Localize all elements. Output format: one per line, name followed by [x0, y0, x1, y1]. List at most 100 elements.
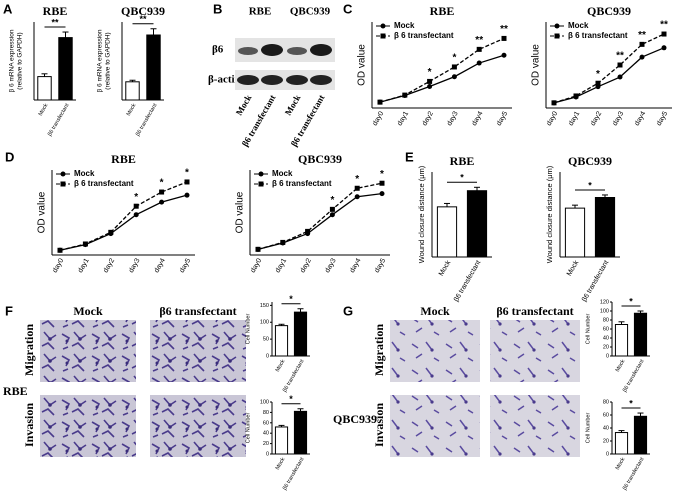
- chart-title: RBE: [430, 4, 455, 18]
- legend-marker: [554, 23, 560, 29]
- x-tick-label: day3: [128, 257, 142, 274]
- micrograph: [390, 395, 480, 457]
- x-tick-label: day0: [52, 257, 66, 274]
- y-tick-label: 50: [263, 337, 269, 343]
- y-tick-label: 0: [266, 451, 269, 457]
- significance: *: [629, 398, 633, 408]
- bar: [564, 207, 586, 258]
- series-line: [59, 181, 188, 251]
- micrograph: [40, 320, 136, 382]
- significance: *: [629, 296, 633, 306]
- significance: *: [588, 180, 592, 190]
- y-tick-label: 0: [606, 353, 609, 359]
- legend-marker: [258, 181, 264, 187]
- x-tick-label: Mock: [438, 259, 453, 277]
- bar: [37, 76, 52, 101]
- y-axis-label: Cell Number: [245, 314, 251, 345]
- significance: **: [660, 20, 668, 31]
- significance: **: [638, 30, 646, 41]
- x-tick-label: β6 transfectant: [282, 456, 306, 491]
- y-tick-label: 100: [260, 320, 269, 326]
- y-tick-label: 80: [603, 399, 609, 405]
- legend-marker: [380, 33, 386, 39]
- panel-letter: A: [3, 1, 13, 16]
- significance: *: [134, 192, 138, 203]
- x-tick-label: day3: [612, 110, 626, 127]
- marker: [501, 35, 507, 41]
- bar: [436, 206, 458, 258]
- y-tick-label: 100: [600, 308, 609, 314]
- legend-label: β 6 transfectant: [74, 179, 134, 188]
- y-axis-label: OD value: [235, 191, 246, 233]
- series-line: [257, 182, 383, 250]
- significance: *: [380, 169, 384, 180]
- bar: [274, 325, 289, 357]
- y-axis-label: OD value: [531, 44, 542, 86]
- x-tick-label: day3: [446, 110, 460, 127]
- marker: [661, 45, 667, 51]
- y-tick-label: 40: [603, 425, 609, 431]
- bar: [466, 190, 488, 258]
- significance: *: [160, 178, 164, 189]
- bar: [125, 81, 140, 101]
- legend-marker: [60, 171, 66, 177]
- legend-label: Mock: [74, 169, 95, 178]
- x-tick-label: day4: [349, 257, 363, 274]
- x-tick-label: day4: [153, 257, 167, 274]
- legend-marker: [60, 181, 66, 187]
- y-axis-label: Cell Number: [585, 314, 591, 345]
- marker: [184, 192, 190, 198]
- marker: [57, 247, 63, 253]
- marker: [595, 80, 601, 86]
- x-tick-label: day5: [496, 110, 510, 127]
- bar: [614, 432, 629, 455]
- y-tick-label: 60: [603, 326, 609, 332]
- y-axis-label: Wound closure distance (μm): [545, 165, 554, 263]
- marker: [476, 46, 482, 52]
- bar: [594, 197, 616, 258]
- chart-title: QBC939: [568, 154, 612, 168]
- marker: [305, 228, 311, 234]
- y-axis-label: (relative to GAPDH): [17, 32, 24, 89]
- bar: [58, 37, 73, 101]
- significance: **: [139, 14, 147, 24]
- y-tick-label: 40: [603, 335, 609, 341]
- micrograph: [490, 395, 580, 457]
- panel-letter: D: [5, 149, 14, 164]
- marker: [501, 52, 507, 58]
- series-line: [257, 192, 383, 250]
- legend-label: Mock: [394, 21, 415, 30]
- legend-label: β 6 transfectant: [394, 31, 454, 40]
- marker: [476, 60, 482, 66]
- marker: [159, 199, 165, 205]
- column-label: β6 transfectant: [496, 304, 573, 318]
- marker: [379, 191, 385, 197]
- panel-letter: B: [213, 1, 222, 16]
- marker: [402, 92, 408, 98]
- x-tick-label: Mock: [615, 359, 627, 374]
- x-tick-label: β6 transfectant: [453, 259, 482, 303]
- panel-letter: F: [5, 303, 13, 318]
- significance: *: [596, 69, 600, 80]
- marker: [661, 31, 667, 37]
- micrograph: [490, 320, 580, 382]
- significance: *: [452, 53, 456, 64]
- bar: [614, 324, 629, 357]
- significance: **: [616, 51, 624, 62]
- y-tick-label: 60: [263, 420, 269, 426]
- marker: [427, 84, 433, 89]
- x-tick-label: day1: [396, 110, 410, 127]
- x-tick-label: day5: [179, 257, 193, 274]
- x-tick-label: β6 transfectant: [135, 102, 159, 137]
- significance: *: [428, 67, 432, 78]
- significance: *: [330, 195, 334, 206]
- y-tick-label: 20: [603, 438, 609, 444]
- y-axis-label: β 6 mRNA expression: [97, 29, 104, 92]
- series-line: [379, 54, 505, 103]
- row-label: Invasion: [22, 403, 36, 447]
- y-tick-label: 120: [600, 299, 609, 305]
- bar: [293, 311, 308, 357]
- marker: [184, 179, 190, 185]
- row-label: Migration: [22, 324, 36, 376]
- marker: [329, 206, 335, 212]
